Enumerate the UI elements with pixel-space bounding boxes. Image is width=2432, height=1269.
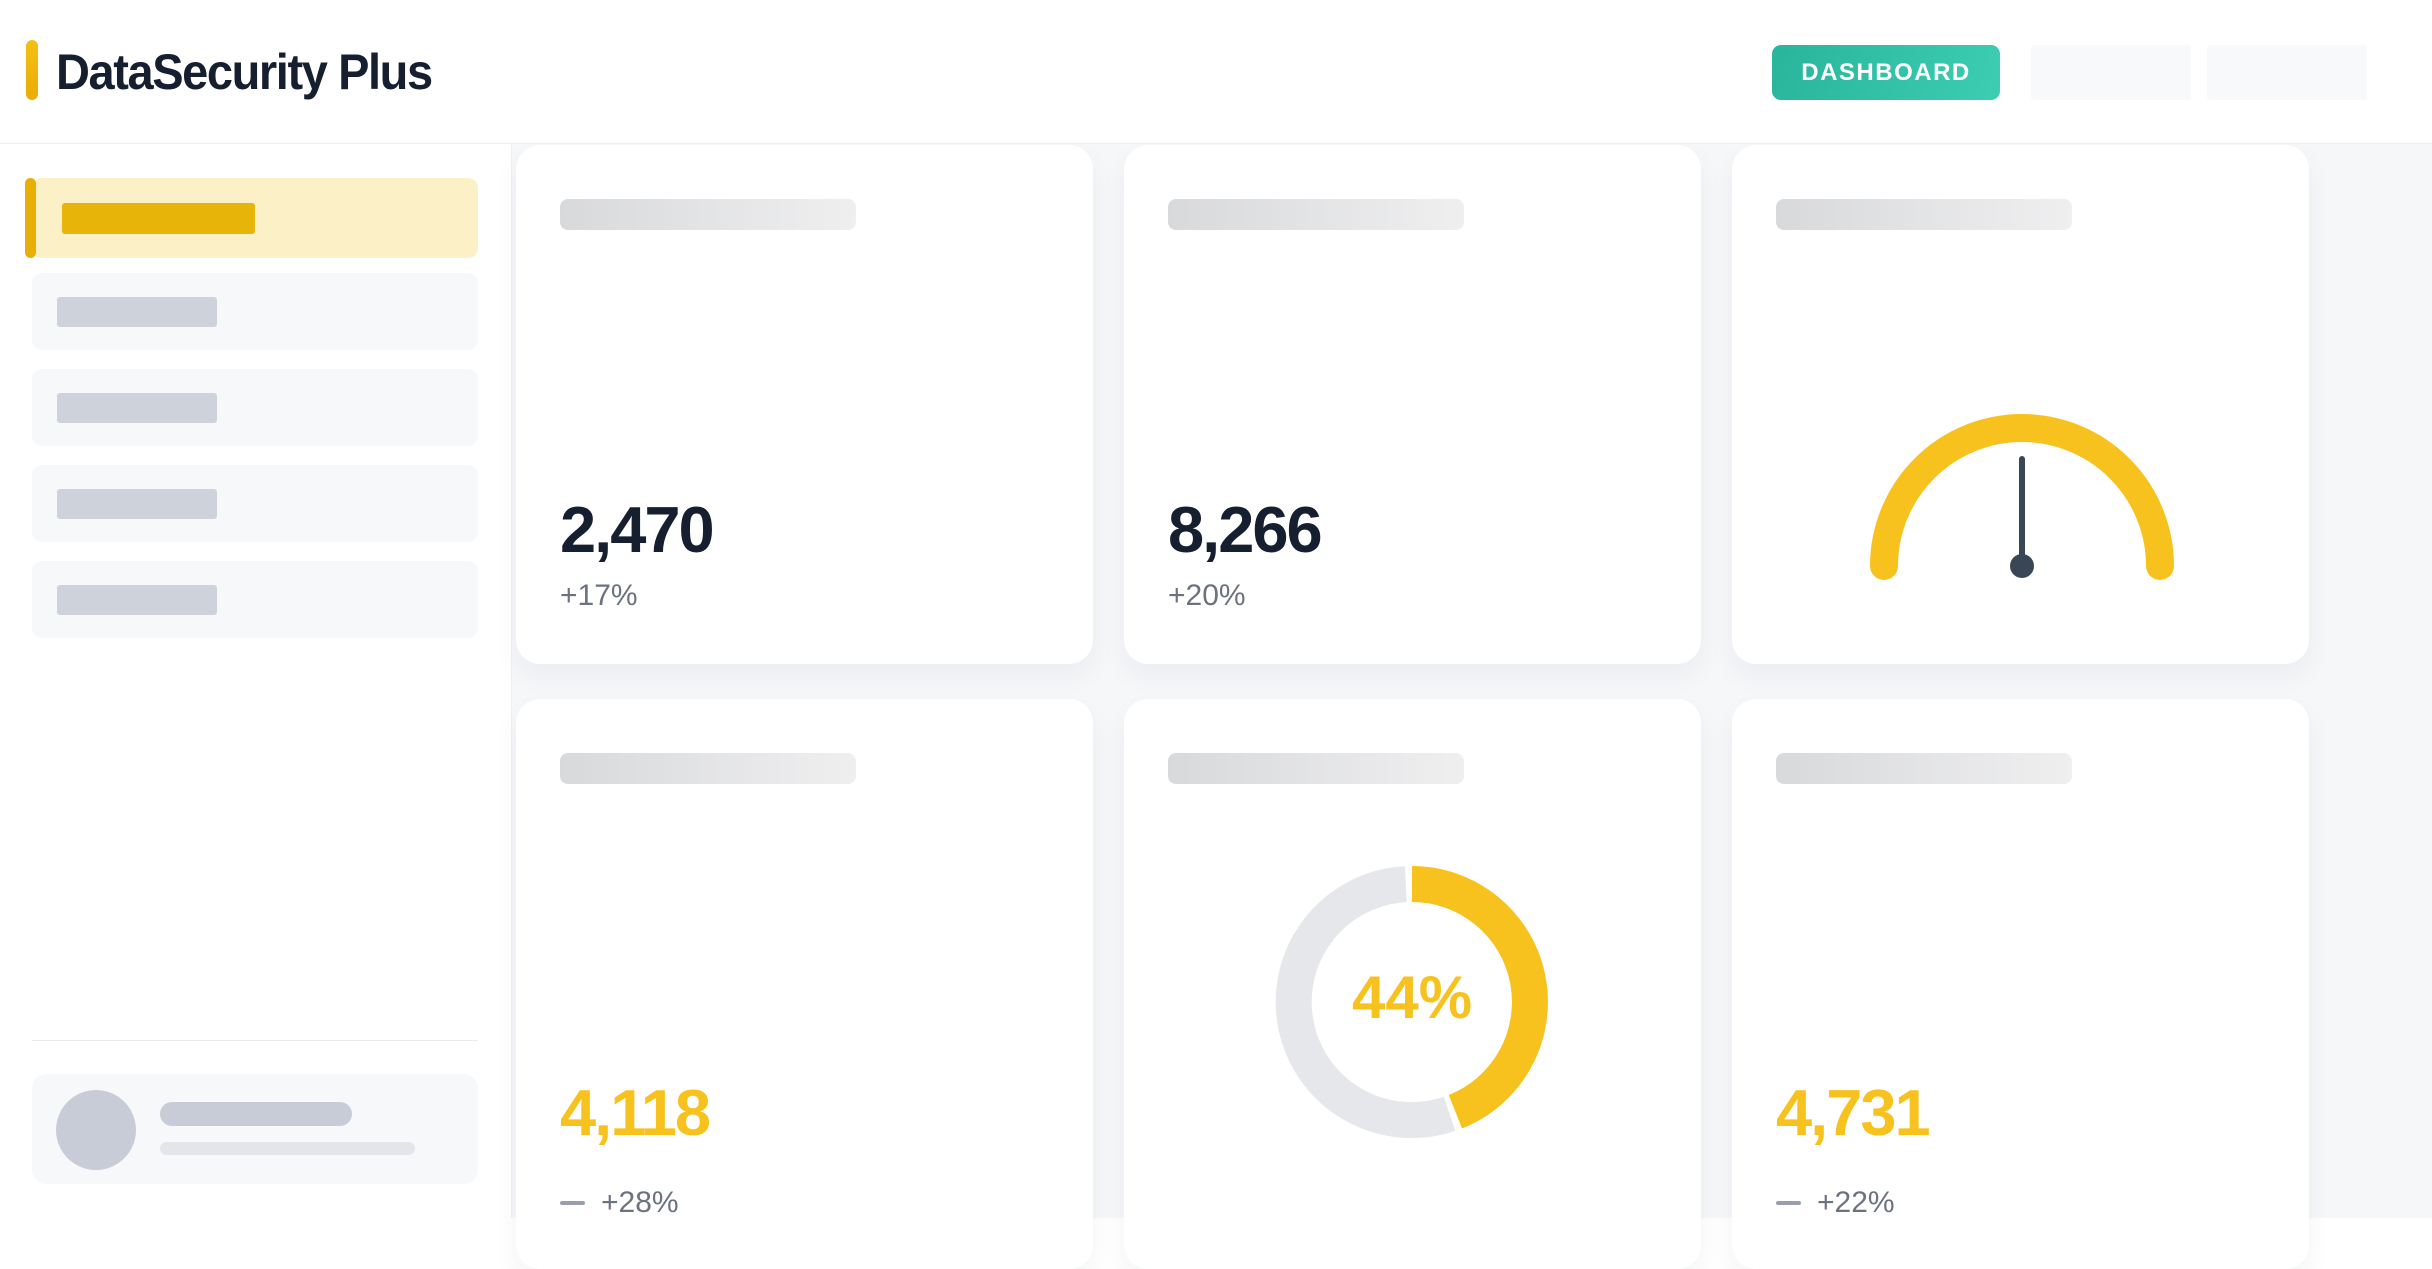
item-label-placeholder — [57, 489, 217, 519]
app-title: DataSecurity Plus — [56, 44, 433, 100]
stat-delta: +17% — [560, 581, 638, 611]
stat-card-1: 2,470 +17% — [516, 145, 1093, 664]
stat-value: 8,266 — [1168, 493, 1323, 566]
stat-card-3: 4,118 +28% — [516, 699, 1093, 1269]
stat-value: 4,118 — [560, 1076, 711, 1149]
dashboard-content: 2,470 +17% 8,266 +20% 4,118 +28% 44% 4,7… — [512, 144, 2432, 1269]
card-title-placeholder — [560, 753, 856, 784]
gauge-arc — [1870, 414, 2174, 580]
brand-accent-bar — [26, 40, 38, 100]
sidebar-item-active[interactable] — [25, 178, 478, 258]
user-profile-card[interactable] — [32, 1074, 478, 1184]
sidebar-item-placeholder-2[interactable] — [32, 369, 478, 446]
trend-dash-icon — [1776, 1201, 1801, 1205]
stat-delta: +20% — [1168, 581, 1246, 611]
sidebar-item-placeholder-3[interactable] — [32, 465, 478, 542]
item-label-placeholder — [57, 393, 217, 423]
card-title-placeholder — [1168, 753, 1464, 784]
sidebar-item-placeholder-4[interactable] — [32, 561, 478, 638]
nav-placeholder-2[interactable] — [2207, 45, 2367, 100]
gauge-card — [1732, 145, 2309, 664]
profile-name-placeholder — [160, 1102, 352, 1126]
donut-chart — [1275, 866, 1548, 1139]
stat-delta-text: +17% — [560, 579, 638, 612]
active-item-label-placeholder — [62, 203, 255, 234]
gauge-pivot-dot — [2010, 554, 2034, 578]
active-item-accent-bar — [25, 178, 36, 258]
stat-value: 4,731 — [1776, 1076, 1931, 1149]
stat-delta-text: +22% — [1817, 1186, 1895, 1219]
sidebar-divider — [32, 1040, 478, 1041]
stat-delta-text: +28% — [601, 1186, 679, 1219]
donut-value-arc — [1411, 866, 1548, 1129]
card-title-placeholder — [1168, 199, 1464, 230]
card-title-placeholder — [1776, 199, 2072, 230]
dashboard-button[interactable]: DASHBOARD — [1772, 45, 2000, 100]
stat-delta: +22% — [1776, 1188, 1895, 1218]
stat-card-2: 8,266 +20% — [1124, 145, 1701, 664]
trend-dash-icon — [560, 1201, 585, 1205]
item-label-placeholder — [57, 585, 217, 615]
donut-center-label: 44% — [1351, 964, 1473, 1031]
sidebar — [0, 144, 512, 1218]
profile-subtitle-placeholder — [160, 1142, 415, 1155]
nav-placeholder-1[interactable] — [2031, 45, 2191, 100]
avatar — [56, 1090, 136, 1170]
stat-delta-text: +20% — [1168, 579, 1246, 612]
card-title-placeholder — [1776, 753, 2072, 784]
card-title-placeholder — [560, 199, 856, 230]
stat-card-4: 4,731 +22% — [1732, 699, 2309, 1269]
app-header: DataSecurity Plus DASHBOARD — [0, 0, 2432, 144]
donut-card: 44% — [1124, 699, 1701, 1269]
stat-value: 2,470 — [560, 493, 715, 566]
donut-track-arc — [1275, 866, 1456, 1139]
item-label-placeholder — [57, 297, 217, 327]
gauge-chart — [1870, 414, 2174, 580]
stat-delta: +28% — [560, 1188, 679, 1218]
sidebar-item-placeholder-1[interactable] — [32, 273, 478, 350]
